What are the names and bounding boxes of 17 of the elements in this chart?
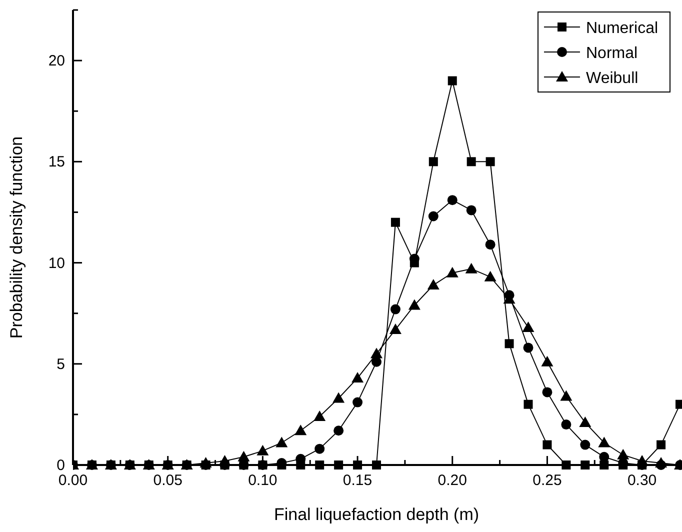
y-tick-label: 0 (56, 457, 65, 474)
x-tick-label: 0.20 (438, 472, 467, 489)
legend-label: Numerical (586, 20, 658, 37)
y-tick-label: 5 (56, 356, 65, 373)
x-tick-label: 0.10 (248, 472, 278, 489)
x-tick-label: 0.30 (627, 472, 657, 489)
x-tick-label: 0.05 (153, 472, 182, 489)
y-axis-title: Probability density function (7, 136, 26, 339)
y-tick-label: 10 (48, 254, 65, 272)
x-axis-title: Final liquefaction depth (m) (274, 505, 480, 524)
x-tick-label: 0.25 (532, 472, 562, 489)
y-tick-label: 15 (48, 154, 65, 171)
legend-label: Normal (586, 45, 638, 62)
legend-label: Weibull (586, 70, 638, 87)
y-tick-label: 20 (48, 52, 65, 70)
x-tick-label: 0.15 (342, 472, 372, 489)
x-tick-label: 0.00 (58, 472, 88, 489)
